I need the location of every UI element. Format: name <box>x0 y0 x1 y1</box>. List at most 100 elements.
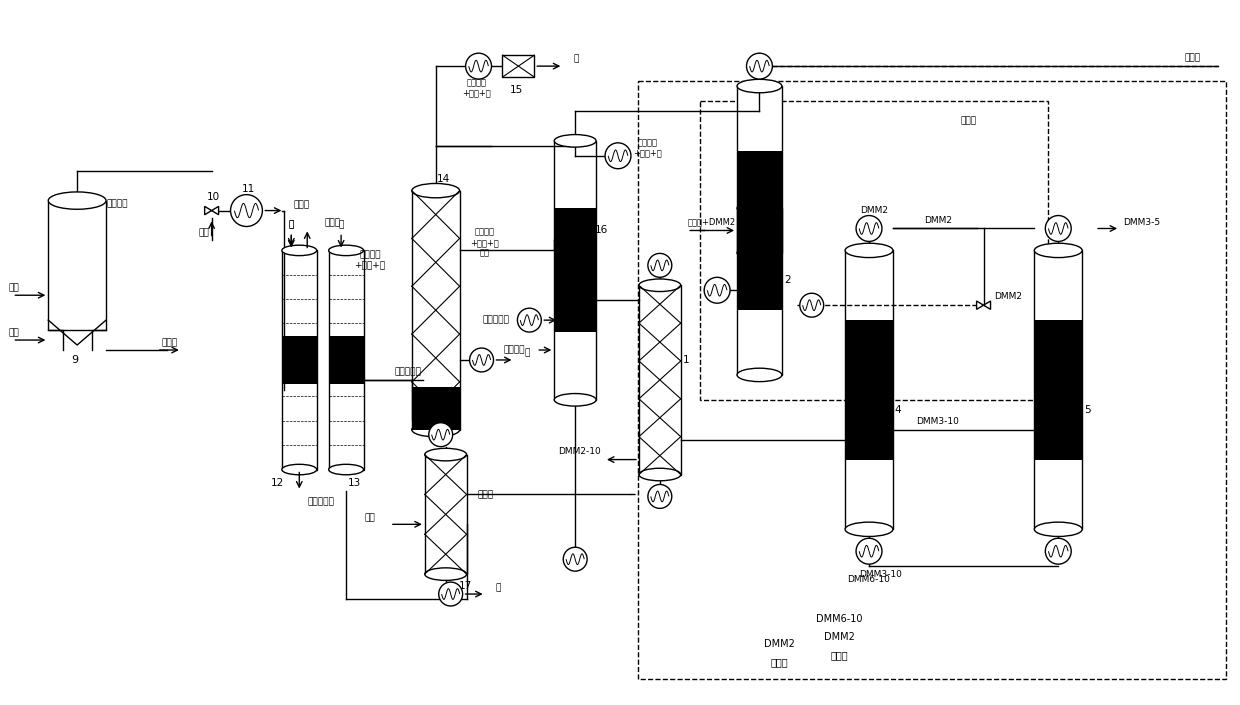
Text: 14: 14 <box>436 173 450 184</box>
Text: DMM6-10: DMM6-10 <box>816 614 862 624</box>
Text: 水: 水 <box>496 584 501 593</box>
Text: DMM2: DMM2 <box>924 216 952 225</box>
Text: DMM2: DMM2 <box>823 632 854 642</box>
Circle shape <box>231 195 263 226</box>
Bar <box>412 386 460 429</box>
Polygon shape <box>212 207 218 215</box>
Ellipse shape <box>412 422 460 437</box>
Text: 9: 9 <box>72 355 78 365</box>
Bar <box>329 250 363 470</box>
Text: 甲醇: 甲醇 <box>365 513 376 522</box>
Ellipse shape <box>1034 243 1083 257</box>
Bar <box>846 320 893 460</box>
Text: 杂质气: 杂质气 <box>324 218 340 227</box>
Text: 甲缩醛: 甲缩醛 <box>1184 54 1200 63</box>
Bar <box>737 86 782 375</box>
Text: 甲缩醛: 甲缩醛 <box>961 116 977 125</box>
Circle shape <box>647 253 672 277</box>
Text: 混合气: 混合气 <box>293 200 309 209</box>
Text: 13: 13 <box>347 479 361 489</box>
Bar <box>639 286 681 474</box>
Text: 水: 水 <box>289 220 294 229</box>
Text: DMM3-10: DMM3-10 <box>859 570 903 579</box>
Polygon shape <box>977 301 983 309</box>
Circle shape <box>856 216 882 241</box>
Bar <box>737 151 782 310</box>
Text: 15: 15 <box>510 85 523 95</box>
Text: DMM2: DMM2 <box>764 639 795 649</box>
Ellipse shape <box>48 192 107 209</box>
Text: 4: 4 <box>894 405 901 415</box>
Bar <box>502 55 534 77</box>
Bar <box>281 250 316 470</box>
Bar <box>1034 250 1083 529</box>
Text: 水: 水 <box>289 220 294 229</box>
Text: 10: 10 <box>207 192 221 202</box>
Bar <box>737 218 782 243</box>
Ellipse shape <box>846 522 893 537</box>
Text: 蒸汽: 蒸汽 <box>9 329 19 338</box>
Ellipse shape <box>737 368 782 381</box>
Ellipse shape <box>1034 522 1083 537</box>
Text: 2: 2 <box>785 275 791 286</box>
Ellipse shape <box>554 135 596 147</box>
Circle shape <box>563 547 587 571</box>
Text: 氮气: 氮气 <box>198 228 210 237</box>
Bar <box>281 336 316 384</box>
Ellipse shape <box>737 80 782 93</box>
Ellipse shape <box>425 568 466 580</box>
Text: 甲醛水溶液: 甲醛水溶液 <box>394 367 422 376</box>
Ellipse shape <box>737 246 782 259</box>
Ellipse shape <box>329 465 363 474</box>
Text: 甲醇: 甲醇 <box>9 283 19 293</box>
Ellipse shape <box>846 243 893 257</box>
Bar <box>554 208 596 333</box>
Circle shape <box>465 53 491 79</box>
Bar <box>329 336 363 384</box>
Circle shape <box>439 582 463 606</box>
Text: 11: 11 <box>242 183 255 194</box>
Text: 5: 5 <box>1084 405 1090 415</box>
Text: 17: 17 <box>459 581 472 591</box>
Text: DMM6-10: DMM6-10 <box>848 575 890 584</box>
Text: DMM2: DMM2 <box>994 292 1023 301</box>
Text: 三聚甲醛
+甲醛+微
量水: 三聚甲醛 +甲醛+微 量水 <box>470 228 498 257</box>
Text: 甲缩醛: 甲缩醛 <box>770 657 789 667</box>
Text: 甲醇蒸汽: 甲醇蒸汽 <box>107 199 128 208</box>
Text: 三聚甲醛: 三聚甲醛 <box>567 309 588 318</box>
Text: 12: 12 <box>270 479 284 489</box>
Text: 1: 1 <box>682 355 689 365</box>
Circle shape <box>800 293 823 317</box>
Circle shape <box>647 484 672 508</box>
Polygon shape <box>205 207 212 215</box>
Text: 水: 水 <box>573 55 579 63</box>
Circle shape <box>704 277 730 303</box>
Text: DMM3-10: DMM3-10 <box>916 417 960 427</box>
Circle shape <box>1045 538 1071 564</box>
Text: 甲醛水溶液: 甲醛水溶液 <box>482 316 508 324</box>
Circle shape <box>429 423 453 447</box>
Ellipse shape <box>281 465 316 474</box>
Circle shape <box>856 538 882 564</box>
Circle shape <box>605 143 631 168</box>
Text: 三聚甲醛
+甲醛+水: 三聚甲醛 +甲醛+水 <box>634 138 662 157</box>
Circle shape <box>517 308 542 332</box>
Text: 三聚甲醛: 三聚甲醛 <box>503 345 526 355</box>
Ellipse shape <box>639 468 681 481</box>
Text: 冷却水: 冷却水 <box>161 338 177 348</box>
Bar <box>48 201 107 330</box>
Ellipse shape <box>329 245 363 256</box>
Text: 甲缩醛+DMM2: 甲缩醛+DMM2 <box>688 217 737 226</box>
Bar <box>425 455 466 574</box>
Ellipse shape <box>425 448 466 461</box>
Circle shape <box>746 53 773 79</box>
Circle shape <box>1045 216 1071 241</box>
Ellipse shape <box>412 183 460 198</box>
Ellipse shape <box>737 202 782 215</box>
Bar <box>699 101 1048 400</box>
Bar <box>846 250 893 529</box>
Text: 甲醛混合气: 甲醛混合气 <box>308 497 334 506</box>
Bar <box>554 141 596 400</box>
Text: DMM3-5: DMM3-5 <box>1123 218 1161 227</box>
Text: 甲缩醛: 甲缩醛 <box>831 650 848 660</box>
